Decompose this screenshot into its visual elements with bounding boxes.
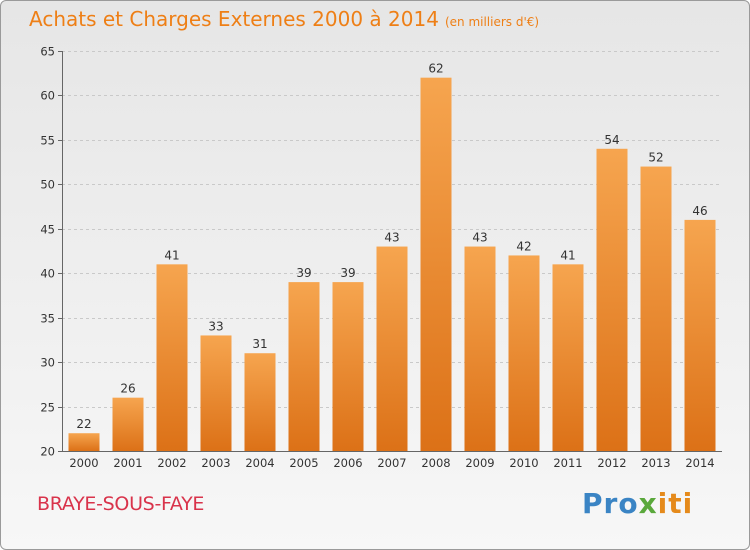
bar-2008 <box>420 77 452 452</box>
x-tick-label: 2008 <box>421 456 450 470</box>
bar-2005 <box>288 282 320 451</box>
value-label: 62 <box>428 62 443 76</box>
value-label: 46 <box>692 204 707 218</box>
y-tick-label: 45 <box>40 223 55 237</box>
value-label: 39 <box>340 266 355 280</box>
x-tick-label: 2007 <box>377 456 406 470</box>
value-label: 31 <box>252 337 267 351</box>
y-tick-label: 30 <box>40 356 55 370</box>
bar-2002 <box>156 264 188 451</box>
y-axis: 20 25 30 35 40 45 50 55 60 65 <box>40 45 63 459</box>
y-tick-label: 25 <box>40 401 55 415</box>
x-tick-label: 2013 <box>641 456 670 470</box>
x-tick-label: 2009 <box>465 456 494 470</box>
bar-2013 <box>640 166 672 452</box>
title-unit: (en milliers d'€) <box>444 15 540 29</box>
bar-2010 <box>508 255 540 451</box>
x-tick-label: 2014 <box>685 456 714 470</box>
value-label: 39 <box>296 266 311 280</box>
y-tick-label: 50 <box>40 178 55 192</box>
bar-2009 <box>464 246 496 451</box>
y-tick-label: 35 <box>40 312 55 326</box>
x-tick-label: 2010 <box>509 456 538 470</box>
bar-2004 <box>244 353 276 451</box>
bar-2007 <box>376 246 408 451</box>
y-tick-label: 60 <box>40 89 55 103</box>
bar-2000 <box>68 433 100 451</box>
value-label: 52 <box>648 151 663 165</box>
value-label: 43 <box>384 231 399 245</box>
value-label: 22 <box>76 417 91 431</box>
value-label: 54 <box>604 133 619 147</box>
proxiti-logo[interactable]: Proxiti <box>582 487 694 520</box>
x-tick-label: 2011 <box>553 456 582 470</box>
bars: 22 26 41 33 31 39 39 43 62 43 42 41 54 52 46 <box>68 62 716 452</box>
x-tick-label: 2004 <box>245 456 274 470</box>
bar-2011 <box>552 264 584 451</box>
x-tick-label: 2000 <box>69 456 98 470</box>
y-tick-label: 40 <box>40 267 55 281</box>
bar-2014 <box>684 219 716 451</box>
value-label: 41 <box>560 248 575 262</box>
value-label: 42 <box>516 239 531 253</box>
x-tick-label: 2012 <box>597 456 626 470</box>
town-name: BRAYE-SOUS-FAYE <box>37 493 205 515</box>
title-text: Achats et Charges Externes 2000 à 2014 <box>29 7 439 31</box>
x-tick-label: 2001 <box>113 456 142 470</box>
value-label: 41 <box>164 248 179 262</box>
bar-2003 <box>200 335 232 451</box>
bar-2006 <box>332 282 364 451</box>
chart-title: Achats et Charges Externes 2000 à 2014 (e… <box>29 7 539 31</box>
x-tick-label: 2005 <box>289 456 318 470</box>
y-tick-label: 20 <box>40 445 55 459</box>
x-tick-label: 2006 <box>333 456 362 470</box>
bar-2012 <box>596 148 628 451</box>
value-label: 26 <box>120 382 135 396</box>
x-tick-label: 2003 <box>201 456 230 470</box>
value-label: 43 <box>472 231 487 245</box>
x-tick-label: 2002 <box>157 456 186 470</box>
bar-2001 <box>112 397 144 451</box>
x-axis: 2000 2001 2002 2003 2004 2005 2006 2007 2008 2009… <box>62 451 722 470</box>
y-tick-label: 65 <box>40 45 55 59</box>
value-label: 33 <box>208 319 223 333</box>
y-tick-label: 55 <box>40 134 55 148</box>
